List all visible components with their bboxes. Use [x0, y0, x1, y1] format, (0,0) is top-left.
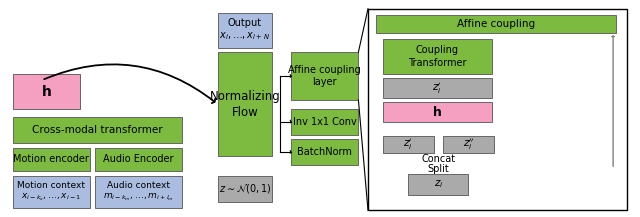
- Text: Concat: Concat: [421, 155, 456, 164]
- FancyBboxPatch shape: [95, 176, 182, 208]
- Text: Motion context
$x_{i-k_x},\ldots,x_{i-1}$: Motion context $x_{i-k_x},\ldots,x_{i-1}…: [17, 181, 85, 203]
- Text: Motion encoder: Motion encoder: [13, 155, 89, 164]
- Text: Affine coupling: Affine coupling: [457, 19, 536, 29]
- FancyBboxPatch shape: [376, 15, 616, 33]
- FancyBboxPatch shape: [95, 148, 182, 171]
- Text: $\mathbf{h}$: $\mathbf{h}$: [432, 105, 442, 119]
- Text: Audio context
$m_{i-k_m},\ldots,m_{i+l_m}$: Audio context $m_{i-k_m},\ldots,m_{i+l_m…: [103, 181, 174, 203]
- FancyBboxPatch shape: [13, 176, 90, 208]
- FancyBboxPatch shape: [13, 74, 80, 108]
- Text: Cross-modal transformer: Cross-modal transformer: [32, 125, 163, 135]
- Text: BatchNorm: BatchNorm: [298, 147, 352, 157]
- Text: Split: Split: [428, 164, 449, 174]
- FancyBboxPatch shape: [383, 136, 434, 153]
- Text: $z_i^{\prime}$: $z_i^{\prime}$: [403, 137, 413, 152]
- FancyBboxPatch shape: [218, 176, 272, 202]
- FancyBboxPatch shape: [291, 52, 358, 100]
- Text: Coupling
Transformer: Coupling Transformer: [408, 45, 467, 68]
- Text: Inv 1x1 Conv: Inv 1x1 Conv: [293, 117, 356, 127]
- FancyBboxPatch shape: [13, 117, 182, 143]
- Text: Normalizing
Flow: Normalizing Flow: [209, 90, 280, 119]
- FancyBboxPatch shape: [368, 9, 627, 210]
- FancyBboxPatch shape: [383, 39, 492, 74]
- Text: $\mathbf{h}$: $\mathbf{h}$: [41, 84, 52, 99]
- Text: $z_i^{\prime\prime}$: $z_i^{\prime\prime}$: [463, 137, 474, 152]
- FancyBboxPatch shape: [443, 136, 494, 153]
- Text: Output
$x_i,\ldots,x_{i+N}$: Output $x_i,\ldots,x_{i+N}$: [220, 18, 270, 43]
- FancyBboxPatch shape: [383, 78, 492, 98]
- FancyBboxPatch shape: [291, 139, 358, 165]
- Text: Audio Encoder: Audio Encoder: [103, 155, 174, 164]
- FancyBboxPatch shape: [291, 108, 358, 135]
- Text: $z_i^{\prime}$: $z_i^{\prime}$: [432, 80, 442, 95]
- FancyBboxPatch shape: [13, 148, 90, 171]
- FancyBboxPatch shape: [383, 102, 492, 122]
- Text: $z \sim \mathcal{N}(0,1)$: $z \sim \mathcal{N}(0,1)$: [218, 182, 271, 195]
- FancyBboxPatch shape: [218, 52, 272, 156]
- Text: $z_i$: $z_i$: [434, 179, 443, 190]
- Text: Affine coupling
layer: Affine coupling layer: [289, 65, 361, 87]
- FancyBboxPatch shape: [408, 174, 468, 195]
- FancyBboxPatch shape: [218, 13, 272, 48]
